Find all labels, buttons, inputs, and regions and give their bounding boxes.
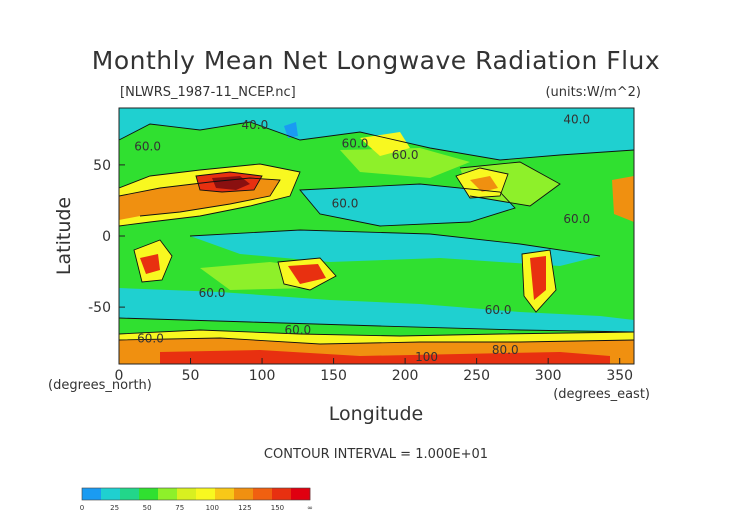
colorbar-tick-label: 0 bbox=[80, 504, 84, 512]
colorbar-swatch bbox=[253, 488, 273, 500]
contour-label: 60.0 bbox=[284, 323, 311, 337]
heat-region-orange-america bbox=[470, 176, 498, 192]
colorbar-swatch bbox=[120, 488, 140, 500]
contour-label: 60.0 bbox=[134, 139, 161, 153]
contour-label: 60.0 bbox=[199, 286, 226, 300]
contour-label: 60.0 bbox=[137, 331, 164, 345]
y-unit-note: (degrees_north) bbox=[48, 378, 152, 393]
x-tick-label: 50 bbox=[182, 368, 200, 384]
contour-label: 60.0 bbox=[485, 303, 512, 317]
colorbar-frame bbox=[81, 487, 311, 501]
x-tick-label: 300 bbox=[535, 368, 562, 384]
colorbar-swatch bbox=[158, 488, 178, 500]
contour-label: 60.0 bbox=[332, 196, 359, 210]
colorbar: 0 25 50 75 100 125 150 ∞ bbox=[80, 487, 313, 512]
x-tick-label: 200 bbox=[392, 368, 419, 384]
heat-region-lightgreen-a bbox=[340, 148, 470, 178]
x-tick-label: 0 bbox=[115, 368, 124, 384]
heat-region-red-australia bbox=[288, 264, 326, 284]
heat-region-cyan-north bbox=[119, 108, 634, 160]
contour-label: 100 bbox=[415, 350, 438, 364]
heat-region-red-africa bbox=[140, 254, 160, 274]
colorbar-swatch bbox=[234, 488, 254, 500]
y-tick-label: -50 bbox=[88, 300, 111, 316]
x-tick-label: 150 bbox=[320, 368, 347, 384]
contour-label: 60.0 bbox=[563, 212, 590, 226]
x-tick-label: 250 bbox=[463, 368, 490, 384]
contour-label-group: 40.0 60.0 40.0 60.0 60.0 60.0 60.0 60.0 60.0 60.0… bbox=[134, 112, 590, 364]
colorbar-swatch bbox=[139, 488, 159, 500]
heat-region-red-antarctic bbox=[160, 350, 610, 364]
x-unit-note: (degrees_east) bbox=[553, 387, 650, 402]
contour-lines bbox=[119, 121, 634, 345]
colorbar-swatch bbox=[82, 488, 102, 500]
colorbar-tick-label: ∞ bbox=[307, 504, 313, 512]
colorbar-swatch bbox=[177, 488, 197, 500]
heat-region-cyan-south bbox=[119, 288, 634, 332]
y-tick-group: -50 0 50 bbox=[88, 158, 125, 316]
colorbar-tick-label: 150 bbox=[271, 504, 284, 512]
contour-label: 60.0 bbox=[342, 137, 369, 151]
colorbar-swatch bbox=[272, 488, 292, 500]
colorbar-swatch bbox=[215, 488, 235, 500]
heat-region-yellow-arctic bbox=[360, 132, 410, 156]
chart-subtitle-right: (units:W/m^2) bbox=[545, 85, 641, 100]
x-tick-label: 100 bbox=[249, 368, 276, 384]
contour-interval-note: CONTOUR INTERVAL = 1.000E+01 bbox=[264, 447, 488, 462]
y-tick-label: 50 bbox=[93, 158, 111, 174]
contour-label: 40.0 bbox=[242, 118, 269, 132]
heat-region-blue-npac bbox=[284, 122, 298, 138]
contour-label: 60.0 bbox=[392, 148, 419, 162]
colorbar-swatch bbox=[101, 488, 121, 500]
heat-region-cyan-trop bbox=[190, 230, 600, 266]
chart-title: Monthly Mean Net Longwave Radiation Flux bbox=[92, 46, 660, 75]
colorbar-swatch bbox=[291, 488, 311, 500]
y-axis-title: Latitude bbox=[53, 197, 75, 275]
contour-label: 80.0 bbox=[492, 343, 519, 357]
heat-region-red-andes bbox=[530, 256, 546, 300]
y-tick-label: 0 bbox=[102, 229, 111, 245]
colorbar-swatch bbox=[196, 488, 216, 500]
contour-label: 40.0 bbox=[563, 112, 590, 126]
heat-region-cyan-mid bbox=[300, 184, 515, 226]
colorbar-tick-label: 100 bbox=[206, 504, 219, 512]
x-tick-group: 0 50 100 150 200 250 300 350 bbox=[115, 358, 633, 384]
colorbar-tick-label: 50 bbox=[143, 504, 152, 512]
heat-region-orange-atlantic bbox=[612, 176, 634, 222]
x-tick-label: 350 bbox=[606, 368, 633, 384]
heatmap-field bbox=[119, 108, 634, 364]
colorbar-tick-label: 75 bbox=[175, 504, 184, 512]
colorbar-tick-label: 125 bbox=[238, 504, 251, 512]
chart-subtitle-left: [NLWRS_1987-11_NCEP.nc] bbox=[120, 85, 296, 100]
colorbar-tick-label: 25 bbox=[110, 504, 119, 512]
heat-region-max-tibet bbox=[212, 176, 250, 190]
x-axis-title: Longitude bbox=[329, 403, 424, 425]
